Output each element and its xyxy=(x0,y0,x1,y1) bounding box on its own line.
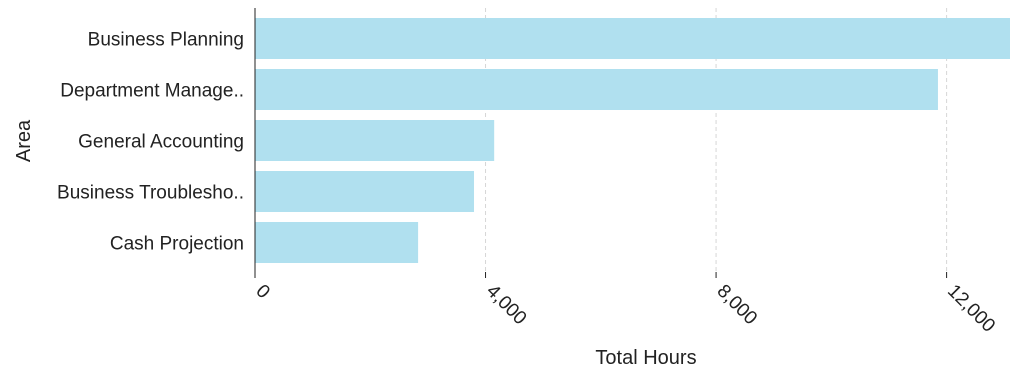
bar xyxy=(255,222,419,263)
y-category-label: Business Troublesho.. xyxy=(57,183,244,204)
x-axis-title: Total Hours xyxy=(595,347,696,369)
bar xyxy=(255,69,938,110)
x-tick-label: 4,000 xyxy=(482,281,530,329)
x-tick-label: 12,000 xyxy=(943,281,999,337)
bar xyxy=(255,18,1010,59)
y-category-label: Department Manage.. xyxy=(60,81,244,102)
bar xyxy=(255,171,475,212)
axes xyxy=(254,8,948,278)
x-tick-label: 0 xyxy=(251,281,273,303)
y-category-label: Business Planning xyxy=(88,30,244,51)
x-tick-label: 8,000 xyxy=(713,281,761,329)
bars xyxy=(255,18,1010,263)
y-category-label: Cash Projection xyxy=(110,234,244,255)
bar xyxy=(255,120,495,161)
y-axis-title: Area xyxy=(13,119,35,162)
y-category-label: General Accounting xyxy=(78,132,244,153)
